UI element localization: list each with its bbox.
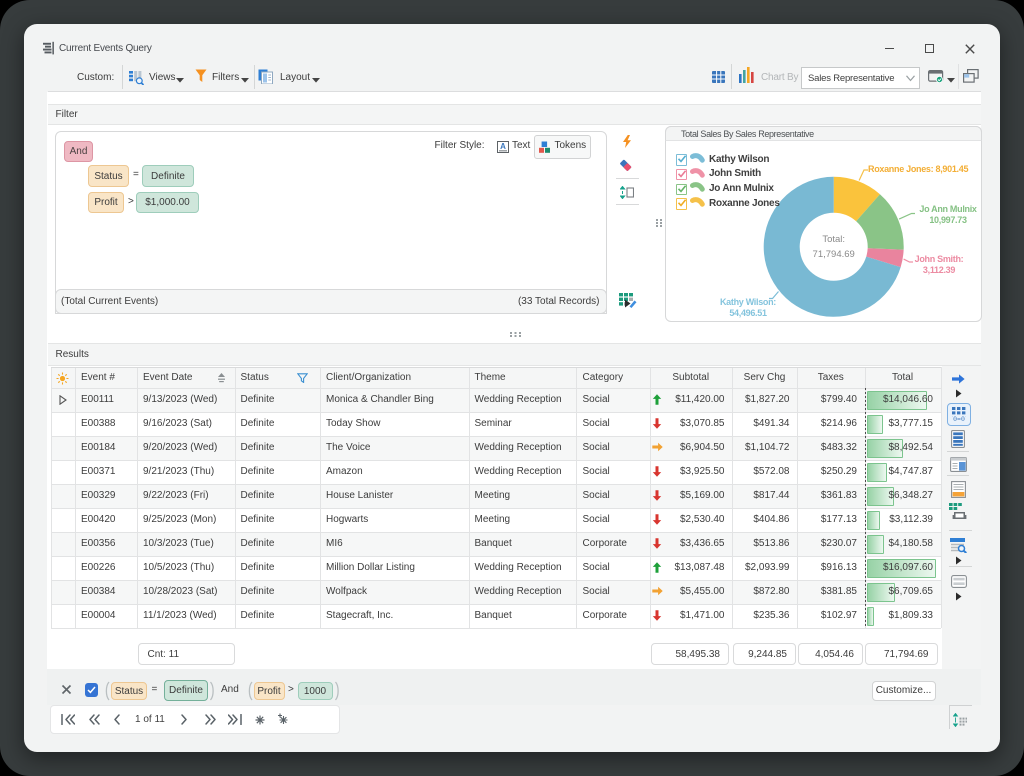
svg-text:A: A [500, 142, 506, 151]
svg-text:[0=0]: [0=0] [952, 416, 966, 422]
